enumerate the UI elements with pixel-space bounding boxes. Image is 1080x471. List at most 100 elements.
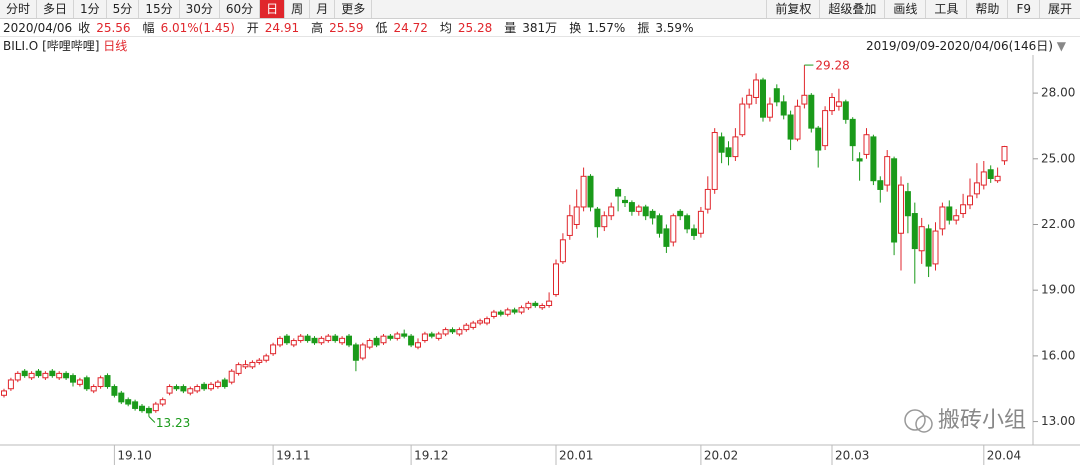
candle-body xyxy=(428,333,435,337)
candle-body xyxy=(573,206,580,225)
period-tab[interactable]: 30分 xyxy=(180,0,220,18)
tool-button[interactable]: 帮助 xyxy=(966,0,1007,18)
period-tab[interactable]: 15分 xyxy=(139,0,180,18)
quote-field: 低 24.72 xyxy=(376,21,434,35)
candle-body xyxy=(339,337,346,344)
candle-body xyxy=(290,340,297,346)
quote-value: 24.72 xyxy=(393,21,428,35)
candle-body xyxy=(7,379,14,390)
period-tab[interactable]: 更多 xyxy=(335,0,373,18)
candle-body xyxy=(221,379,228,388)
period-tab[interactable]: 月 xyxy=(310,0,336,18)
candle-body xyxy=(884,156,891,186)
quote-value: 25.56 xyxy=(96,21,131,35)
period-tab[interactable]: 5分 xyxy=(107,0,140,18)
tool-button[interactable]: 超级叠加 xyxy=(819,0,884,18)
watermark-icon xyxy=(904,409,933,433)
quote-field: 均 25.28 xyxy=(440,21,498,35)
candle-body xyxy=(346,335,352,346)
candle-body xyxy=(180,386,187,392)
candle-body xyxy=(898,184,904,234)
candle-body xyxy=(208,383,214,390)
quote-value: 25.59 xyxy=(329,21,364,35)
candle-body xyxy=(766,103,773,118)
candle-body xyxy=(318,337,325,344)
period-tab[interactable]: 多日 xyxy=(37,0,75,18)
x-tick-label: 20.01 xyxy=(559,449,593,463)
candle-body xyxy=(918,226,925,252)
candle-body xyxy=(70,375,76,383)
candle-body xyxy=(21,370,28,377)
candle-body xyxy=(904,191,911,217)
quote-label: 高 xyxy=(311,21,324,35)
candle-body xyxy=(484,318,490,324)
period-tab[interactable]: 60分 xyxy=(220,0,261,18)
candle-body xyxy=(249,361,256,368)
period-tab[interactable]: 分时 xyxy=(0,0,38,18)
candle-body xyxy=(159,399,166,405)
candle-body xyxy=(173,386,180,390)
candle-body xyxy=(925,228,932,267)
quote-value: 1.57% xyxy=(587,21,626,35)
quote-field: 开 24.91 xyxy=(247,21,305,35)
candle-body xyxy=(587,175,594,208)
tool-button[interactable]: F9 xyxy=(1007,0,1039,18)
candle-body xyxy=(842,101,849,120)
candle-body xyxy=(201,383,208,390)
quote-label: 换 xyxy=(569,21,582,35)
candle-body xyxy=(49,370,56,377)
quote-field: 高 25.59 xyxy=(311,21,369,35)
candle-body xyxy=(525,302,532,309)
candle-body xyxy=(773,88,780,103)
symbol-group: BILI.O [哔哩哔哩] 日线 xyxy=(3,37,127,55)
quote-label: 量 xyxy=(504,21,517,35)
candle-body xyxy=(987,169,994,180)
quote-label: 幅 xyxy=(142,21,155,35)
tool-button[interactable]: 前复权 xyxy=(766,0,819,18)
candle-body xyxy=(97,377,104,388)
candle-body xyxy=(739,103,746,136)
candle-body xyxy=(504,309,511,315)
candle-body xyxy=(953,215,960,221)
y-tick-label: 13.00 xyxy=(1041,414,1075,428)
period-label: 日线 xyxy=(103,39,128,53)
watermark: 搬砖小组 xyxy=(938,408,1026,433)
period-tab[interactable]: 周 xyxy=(285,0,311,18)
max-label: 29.28 xyxy=(815,59,849,73)
candle-body xyxy=(732,136,739,158)
quote-field: 振 3.59% xyxy=(637,21,699,35)
symbol: BILI.O [哔哩哔哩] xyxy=(3,39,100,53)
period-tab[interactable]: 日 xyxy=(260,0,286,18)
candle-body xyxy=(615,188,622,197)
candle-body xyxy=(166,386,173,394)
candle-body xyxy=(622,199,628,204)
candle-body xyxy=(960,204,967,215)
candle-body xyxy=(635,206,642,212)
tool-button[interactable]: 画线 xyxy=(884,0,925,18)
candle-body xyxy=(380,335,387,344)
quote-label: 振 xyxy=(637,21,650,35)
candle-body xyxy=(90,386,97,392)
candle-body xyxy=(656,215,663,234)
range-arrow: ▼ xyxy=(1056,39,1066,53)
candle-body xyxy=(394,333,401,339)
candle-body xyxy=(566,215,573,236)
candle-body xyxy=(967,195,973,206)
candle-body xyxy=(753,79,760,98)
period-tab[interactable]: 1分 xyxy=(74,0,107,18)
quote-date: 2020/04/06 xyxy=(3,21,73,35)
candle-body xyxy=(663,228,670,247)
tool-button[interactable]: 展开 xyxy=(1038,0,1080,18)
candle-body xyxy=(311,337,318,344)
candle-body xyxy=(263,355,270,361)
candle-body xyxy=(677,210,684,217)
candle-body xyxy=(628,202,635,212)
candle-body xyxy=(387,335,394,339)
candle-body xyxy=(697,210,704,234)
quote-label: 均 xyxy=(439,21,452,35)
candle-body xyxy=(601,215,608,228)
candle-body xyxy=(973,182,980,195)
quote-label: 收 xyxy=(78,21,91,35)
tool-button[interactable]: 工具 xyxy=(925,0,966,18)
